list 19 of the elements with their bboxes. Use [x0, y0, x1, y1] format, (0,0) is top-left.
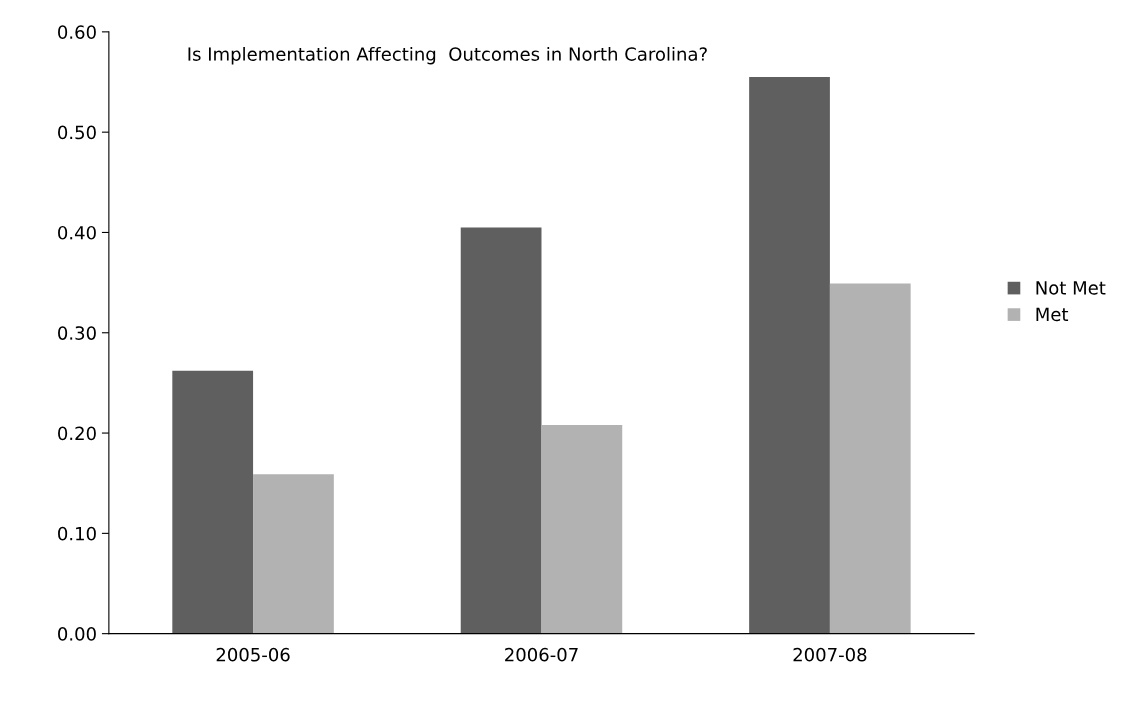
y-tick-label: 0.20 [58, 426, 96, 441]
y-tick-label: 0.60 [58, 25, 96, 39]
y-tick-label: 0.50 [58, 125, 96, 140]
y-tick-label: 0.30 [58, 326, 96, 340]
legend-label: Met [1036, 307, 1069, 322]
x-tick-label: 2006-07 [505, 647, 578, 662]
y-tick-label: 0.10 [58, 526, 96, 541]
bar [829, 283, 911, 634]
x-tick-label: 2007-08 [793, 647, 867, 662]
bar [460, 227, 542, 634]
bar [541, 425, 623, 634]
y-tick-label: 0.00 [58, 627, 96, 641]
bar [749, 76, 830, 634]
x-tick-label: 2005-06 [216, 647, 290, 662]
bar [253, 474, 334, 634]
text: Is Implementation Affecting Outcomes in North Carolina? [188, 46, 707, 65]
y-tick-label: 0.40 [58, 225, 96, 240]
legend-label: Not Met [1036, 281, 1106, 295]
bar [172, 370, 254, 634]
